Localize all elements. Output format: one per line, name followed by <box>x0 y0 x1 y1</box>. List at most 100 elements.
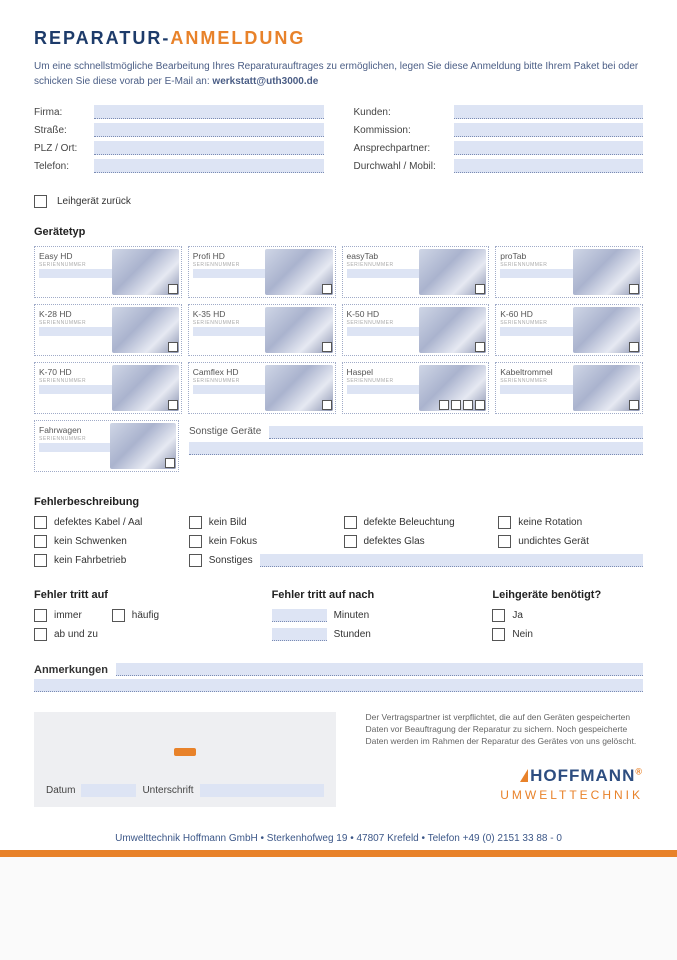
device-sn-input[interactable] <box>193 385 276 394</box>
device-sn-input[interactable] <box>193 327 276 336</box>
row-kunden: Kunden: <box>354 105 644 119</box>
device-card: K-50 HDSERIENNUMMER <box>342 304 490 356</box>
page: REPARATUR-ANMELDUNG Um eine schnellstmög… <box>0 0 677 857</box>
loan-return-row: Leihgerät zurück <box>34 195 643 208</box>
footer-bar <box>0 850 677 857</box>
device-checkbox[interactable] <box>451 400 461 410</box>
input-hours[interactable] <box>272 628 327 641</box>
checkbox-fahrbetrieb[interactable] <box>34 554 47 567</box>
checkbox-sonstiges[interactable] <box>189 554 202 567</box>
info-col-left: Firma: Straße: PLZ / Ort: Telefon: <box>34 105 324 177</box>
device-checkbox[interactable] <box>168 284 178 294</box>
device-sn-input[interactable] <box>500 385 583 394</box>
checkbox-haeufig[interactable] <box>112 609 125 622</box>
device-sn-input[interactable] <box>39 269 122 278</box>
checkbox-kabel[interactable] <box>34 516 47 529</box>
checkbox-fokus[interactable] <box>189 535 202 548</box>
device-sn-input[interactable] <box>39 385 122 394</box>
device-checkbox[interactable] <box>165 458 175 468</box>
input-ansprech[interactable] <box>454 141 644 155</box>
device-checks <box>168 342 178 352</box>
device-checkbox[interactable] <box>629 342 639 352</box>
notes-input-2[interactable] <box>34 679 643 692</box>
other-devices-input-1[interactable] <box>269 426 643 439</box>
occurs-title: Fehler tritt auf <box>34 589 252 601</box>
device-checks <box>629 342 639 352</box>
device-checkbox[interactable] <box>475 342 485 352</box>
row-plz: PLZ / Ort: <box>34 141 324 155</box>
fault-grid: defektes Kabel / Aal kein Bild defekte B… <box>34 516 643 567</box>
device-checkbox[interactable] <box>322 342 332 352</box>
notes-row: Anmerkungen <box>34 663 643 676</box>
input-unterschrift[interactable] <box>200 784 324 797</box>
checkbox-beleuchtung[interactable] <box>344 516 357 529</box>
checkbox-schwenken[interactable] <box>34 535 47 548</box>
logo-name: HOFFMANN <box>530 766 635 785</box>
device-checks <box>629 400 639 410</box>
input-strasse[interactable] <box>94 123 324 137</box>
input-datum[interactable] <box>81 784 136 797</box>
device-checkbox[interactable] <box>463 400 473 410</box>
logo-reg: ® <box>635 766 643 776</box>
loan-return-label: Leihgerät zurück <box>57 196 131 207</box>
row-kommission: Kommission: <box>354 123 644 137</box>
device-checks <box>165 458 175 468</box>
loan-label: Ja <box>512 610 523 621</box>
other-devices-input-2[interactable] <box>189 442 643 455</box>
input-kunden[interactable] <box>454 105 644 119</box>
input-kommission[interactable] <box>454 123 644 137</box>
device-checkbox[interactable] <box>168 400 178 410</box>
checkbox-ja[interactable] <box>492 609 505 622</box>
checkbox-immer[interactable] <box>34 609 47 622</box>
three-col: Fehler tritt auf immer häufig ab und zu … <box>34 589 643 641</box>
logo-main: HOFFMANN® <box>366 764 644 788</box>
fault-label: keine Rotation <box>518 517 582 528</box>
device-checks <box>322 342 332 352</box>
checkbox-bild[interactable] <box>189 516 202 529</box>
logo-sub: UMWELTTECHNIK <box>366 787 644 804</box>
device-sn-input[interactable] <box>500 269 583 278</box>
device-checkbox[interactable] <box>322 284 332 294</box>
fault-sonstiges: Sonstiges <box>189 554 643 567</box>
device-checkbox[interactable] <box>475 284 485 294</box>
sonstiges-input[interactable] <box>260 554 643 567</box>
input-firma[interactable] <box>94 105 324 119</box>
device-checkbox[interactable] <box>475 400 485 410</box>
device-checkbox[interactable] <box>629 284 639 294</box>
checkbox-loan-return[interactable] <box>34 195 47 208</box>
checkbox-nein[interactable] <box>492 628 505 641</box>
row-telefon: Telefon: <box>34 159 324 173</box>
device-checks <box>475 284 485 294</box>
input-minutes[interactable] <box>272 609 327 622</box>
notes-input-1[interactable] <box>116 663 643 676</box>
device-checkbox[interactable] <box>322 400 332 410</box>
checkbox-glas[interactable] <box>344 535 357 548</box>
input-plz[interactable] <box>94 141 324 155</box>
device-checkbox[interactable] <box>439 400 449 410</box>
device-sn-input[interactable] <box>347 327 430 336</box>
page-title: REPARATUR-ANMELDUNG <box>34 28 643 49</box>
device-checkbox[interactable] <box>168 342 178 352</box>
fault-label: undichtes Gerät <box>518 536 589 547</box>
footer-text: Umwelttechnik Hoffmann GmbH • Sterkenhof… <box>34 825 643 850</box>
device-checks <box>322 400 332 410</box>
device-sn-input[interactable] <box>39 327 122 336</box>
device-sn-input[interactable] <box>347 385 430 394</box>
device-sn-input[interactable] <box>347 269 430 278</box>
checkbox-undicht[interactable] <box>498 535 511 548</box>
checkbox-abundzu[interactable] <box>34 628 47 641</box>
device-card: easyTabSERIENNUMMER <box>342 246 490 298</box>
input-telefon[interactable] <box>94 159 324 173</box>
input-durchwahl[interactable] <box>454 159 644 173</box>
device-grid: Easy HDSERIENNUMMERProfi HDSERIENNUMMERe… <box>34 246 643 414</box>
device-sn-input[interactable] <box>500 327 583 336</box>
occurs-haeufig: häufig <box>112 609 159 622</box>
device-checkbox[interactable] <box>629 400 639 410</box>
device-sn-input[interactable] <box>193 269 276 278</box>
occurs-abundzu: ab und zu <box>34 628 252 641</box>
checkbox-rotation[interactable] <box>498 516 511 529</box>
fault-label: kein Fahrbetrieb <box>54 555 126 566</box>
legal-text: Der Vertragspartner ist verpflichtet, di… <box>366 712 644 748</box>
occurs-label: ab und zu <box>54 629 98 640</box>
device-sn-input[interactable] <box>39 443 120 452</box>
